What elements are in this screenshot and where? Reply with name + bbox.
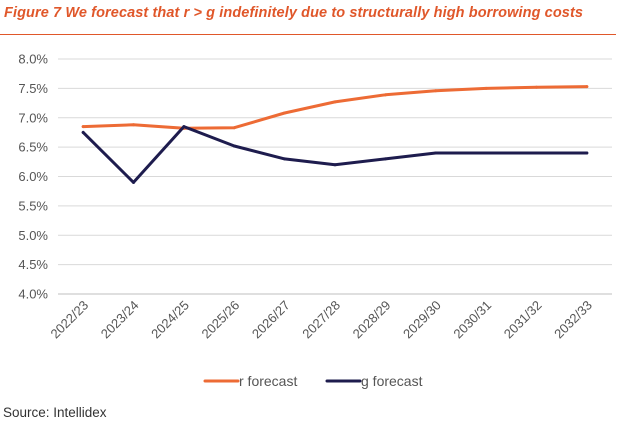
- data-point-g-forecast: [132, 180, 136, 184]
- data-point-r-forecast: [132, 123, 136, 127]
- data-point-r-forecast: [232, 126, 236, 130]
- series-line-g-forecast: [81, 125, 589, 184]
- series-line-r-forecast: [81, 85, 589, 130]
- data-point-r-forecast: [81, 125, 85, 129]
- figure-title: Figure 7 We forecast that r > g indefini…: [4, 5, 584, 21]
- data-point-r-forecast: [585, 85, 589, 89]
- title-divider: [0, 34, 616, 35]
- y-tick-label: 7.0%: [18, 110, 48, 125]
- data-point-r-forecast: [383, 93, 387, 97]
- source-note: Source: Intellidex: [3, 405, 107, 420]
- data-point-r-forecast: [534, 85, 538, 89]
- data-point-r-forecast: [333, 100, 337, 104]
- x-tick-label: 2027/28: [299, 298, 343, 342]
- data-point-g-forecast: [81, 130, 85, 134]
- x-tick-label: 2026/27: [249, 298, 293, 342]
- x-tick-label: 2029/30: [400, 298, 444, 342]
- data-point-r-forecast: [283, 111, 287, 115]
- x-tick-label: 2032/33: [551, 298, 595, 342]
- x-tick-label: 2023/24: [98, 298, 142, 342]
- y-tick-label: 5.0%: [18, 228, 48, 243]
- y-tick-label: 6.5%: [18, 140, 48, 155]
- data-point-r-forecast: [434, 89, 438, 93]
- y-tick-label: 7.5%: [18, 81, 48, 96]
- data-point-g-forecast: [585, 151, 589, 155]
- y-tick-label: 4.0%: [18, 287, 48, 302]
- data-point-g-forecast: [383, 157, 387, 161]
- data-point-g-forecast: [333, 163, 337, 167]
- data-point-g-forecast: [434, 151, 438, 155]
- y-tick-label: 4.5%: [18, 257, 48, 272]
- y-tick-label: 6.0%: [18, 169, 48, 184]
- data-point-g-forecast: [283, 157, 287, 161]
- x-tick-label: 2030/31: [450, 298, 494, 342]
- legend-label: g forecast: [361, 373, 423, 389]
- legend-label: r forecast: [239, 373, 297, 389]
- data-point-g-forecast: [232, 144, 236, 148]
- data-point-g-forecast: [484, 151, 488, 155]
- line-chart: 4.0% 4.5% 5.0% 5.5% 6.0% 6.5% 7.0% 7.5% 8.0% 2022…: [18, 52, 612, 389]
- x-tick-label: 2022/23: [47, 298, 91, 342]
- data-point-r-forecast: [484, 86, 488, 90]
- y-tick-label: 5.5%: [18, 198, 48, 213]
- y-tick-label: 8.0%: [18, 52, 48, 67]
- x-tick-label: 2028/29: [350, 298, 394, 342]
- data-point-g-forecast: [182, 125, 186, 129]
- x-tick-label: 2024/25: [148, 298, 192, 342]
- x-tick-label: 2025/26: [199, 298, 243, 342]
- x-tick-label: 2031/32: [501, 298, 545, 342]
- data-point-g-forecast: [534, 151, 538, 155]
